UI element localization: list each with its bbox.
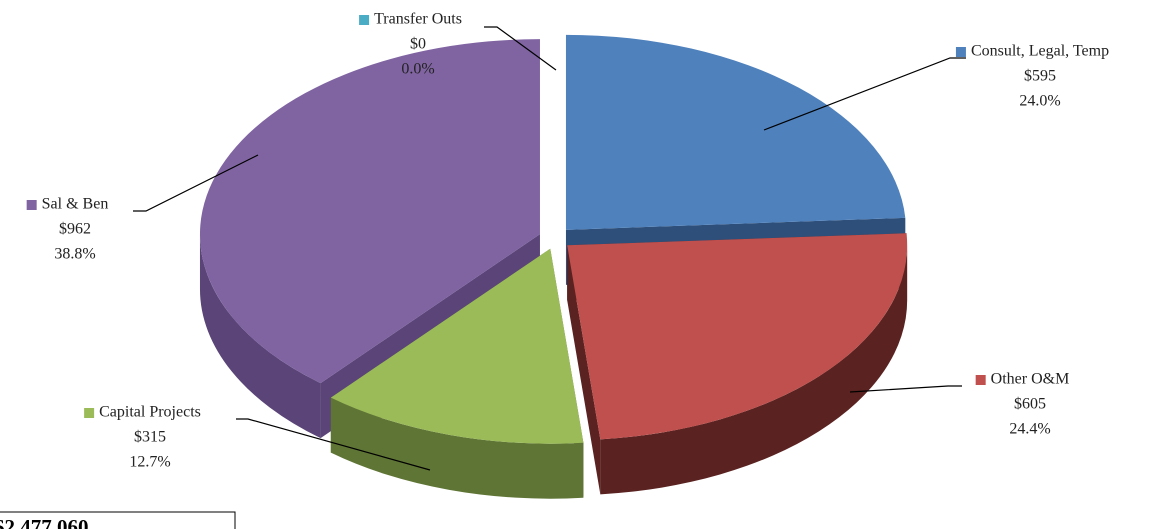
percent-label: 24.0% — [1019, 93, 1060, 110]
value-label: $962 — [59, 221, 91, 238]
leader-line — [484, 26, 557, 71]
percent-label: 12.7% — [129, 454, 170, 471]
legend-swatch — [955, 47, 966, 57]
leader-line — [763, 57, 966, 131]
total-box — [0, 511, 236, 529]
percent-label: 24.4% — [1009, 421, 1050, 438]
slice-side — [567, 245, 601, 495]
legend-swatch — [975, 375, 986, 385]
legend-label: Transfer Outs — [374, 11, 462, 28]
pie-slice — [567, 233, 908, 440]
legend-label: Consult, Legal, Temp — [971, 43, 1109, 60]
value-label: $0 — [410, 36, 426, 53]
legend-label: Other O&M — [991, 371, 1070, 388]
value-label: $595 — [1024, 68, 1056, 85]
leader-line — [849, 385, 962, 393]
legend-swatch — [26, 200, 37, 210]
legend-label: Capital Projects — [99, 404, 201, 421]
value-label: $605 — [1014, 396, 1046, 413]
pie-slice — [330, 248, 584, 444]
legend-swatch — [84, 408, 95, 418]
leader-line — [236, 418, 431, 471]
slice-side — [199, 234, 321, 439]
legend-swatch — [359, 15, 370, 25]
leader-line — [133, 154, 259, 212]
value-label: $315 — [134, 429, 166, 446]
slice-side — [600, 245, 908, 495]
total-label: $2,477,060 — [0, 515, 89, 529]
legend-label: Sal & Ben — [42, 196, 109, 213]
percent-label: 38.8% — [54, 246, 95, 263]
slice-side — [330, 397, 584, 499]
pie-slice — [565, 34, 906, 230]
pie-slice — [199, 39, 540, 384]
percent-label: 0.0% — [401, 61, 434, 78]
